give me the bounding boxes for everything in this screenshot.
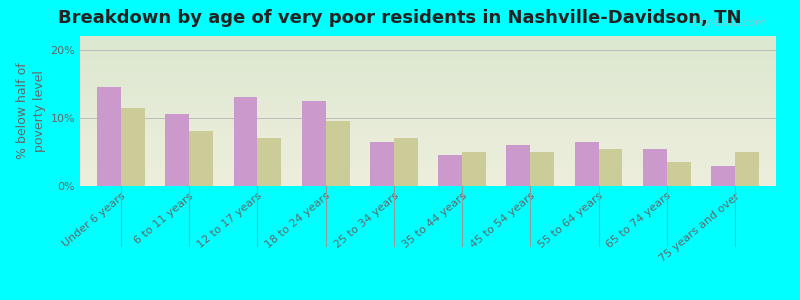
Bar bbox=[370, 142, 394, 186]
Text: Breakdown by age of very poor residents in Nashville-Davidson, TN: Breakdown by age of very poor residents … bbox=[58, 9, 742, 27]
Bar bbox=[189, 131, 213, 186]
Bar bbox=[598, 148, 622, 186]
Bar bbox=[302, 101, 326, 186]
Bar bbox=[506, 145, 530, 186]
Bar bbox=[166, 114, 189, 186]
Bar bbox=[97, 87, 121, 186]
Bar bbox=[711, 166, 735, 186]
Bar bbox=[121, 108, 145, 186]
Bar bbox=[258, 138, 282, 186]
Y-axis label: % below half of
poverty level: % below half of poverty level bbox=[16, 63, 46, 159]
Bar bbox=[394, 138, 418, 186]
Bar bbox=[643, 148, 667, 186]
Bar bbox=[234, 98, 258, 186]
Bar bbox=[667, 162, 690, 186]
Bar bbox=[462, 152, 486, 186]
Text: City-Data.com: City-Data.com bbox=[691, 19, 766, 28]
Bar bbox=[574, 142, 598, 186]
Bar bbox=[530, 152, 554, 186]
Bar bbox=[438, 155, 462, 186]
Bar bbox=[326, 121, 350, 186]
Bar bbox=[735, 152, 759, 186]
